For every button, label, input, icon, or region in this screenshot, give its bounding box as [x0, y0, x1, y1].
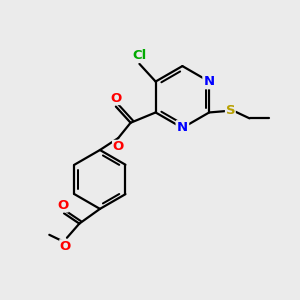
Text: O: O — [60, 240, 71, 253]
Text: N: N — [177, 122, 188, 134]
Text: S: S — [226, 104, 235, 118]
Text: O: O — [112, 140, 124, 153]
Text: Cl: Cl — [132, 50, 146, 62]
Text: O: O — [57, 199, 68, 212]
Text: N: N — [204, 75, 215, 88]
Text: O: O — [110, 92, 122, 104]
